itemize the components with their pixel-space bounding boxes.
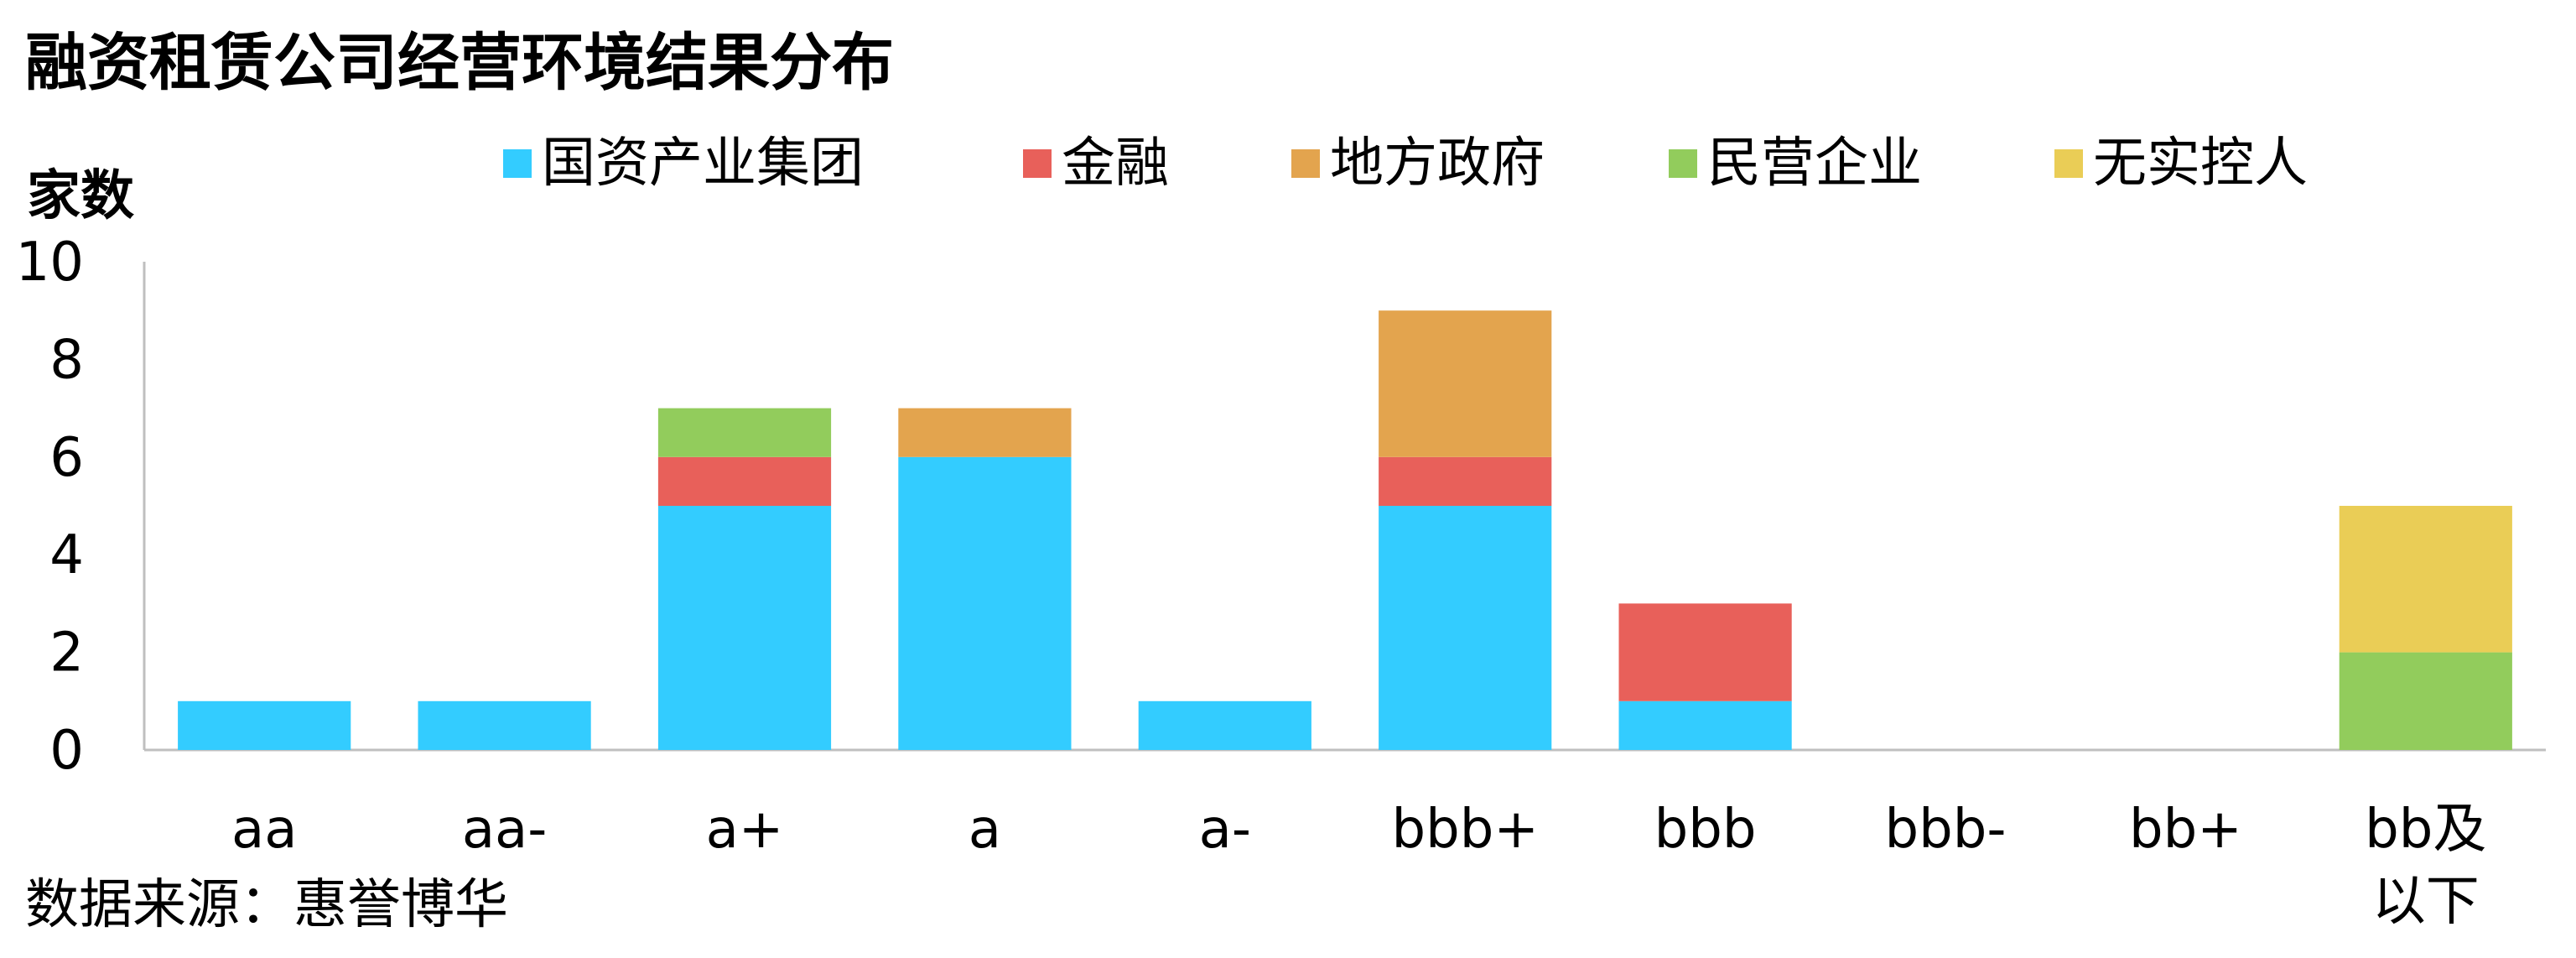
bar-segment-aa--国资产业集团 xyxy=(418,700,591,750)
x-tick-label: a+ xyxy=(706,799,784,861)
x-tick-label: bbb+ xyxy=(1391,799,1539,861)
legend-label: 民营企业 xyxy=(1707,133,1922,195)
y-tick-label: 0 xyxy=(49,720,84,782)
legend-swatch-金融 xyxy=(1023,149,1052,178)
y-axis-label: 家数 xyxy=(27,165,134,227)
chart-title: 融资租赁公司经营环境结果分布 xyxy=(25,27,894,99)
bar-segment-bbb+-地方政府 xyxy=(1379,310,1552,457)
y-tick-label: 6 xyxy=(49,427,84,489)
x-tick-label: bb及以下 xyxy=(2365,799,2486,933)
y-tick-label: 10 xyxy=(16,232,84,294)
bar-segment-a--国资产业集团 xyxy=(1138,700,1311,750)
bar-segment-bb及以下-民营企业 xyxy=(2339,652,2512,750)
legend-swatch-地方政府 xyxy=(1291,149,1320,178)
bar-segment-a+-国资产业集团 xyxy=(657,506,832,750)
x-tick-label: aa- xyxy=(462,799,548,861)
legend-label: 地方政府 xyxy=(1330,133,1545,195)
bar-segment-aa-国资产业集团 xyxy=(178,700,351,750)
x-axis-tick-labels: aa aa-a+ a a-bbb+ bbb bbb-bb+ bb及以下 xyxy=(231,799,2486,933)
legend-swatch-无实控人 xyxy=(2054,149,2083,178)
legend-swatch-国资产业集团 xyxy=(503,149,532,178)
bar-segment-a-国资产业集团 xyxy=(898,456,1072,750)
y-tick-label: 8 xyxy=(49,329,84,391)
x-tick-label: bb+ xyxy=(2129,799,2242,861)
legend: 国资产业集团 金融 地方政府 民营企业 无实控人 xyxy=(503,133,2308,195)
bar-segment-bbb-国资产业集团 xyxy=(1618,700,1792,750)
y-tick-label: 2 xyxy=(49,622,84,685)
bar-segment-bbb+-金融 xyxy=(1379,456,1552,506)
y-tick-label: 4 xyxy=(49,524,84,586)
legend-label: 金融 xyxy=(1062,133,1169,195)
x-tick-label: bbb- xyxy=(1885,799,2007,861)
bar-segment-a+-金融 xyxy=(657,456,832,506)
x-tick-label: aa xyxy=(231,799,297,861)
axes: 0 2 4 6 8 10 xyxy=(16,232,2546,782)
legend-label: 无实控人 xyxy=(2093,133,2308,195)
source-note: 数据来源：惠誉博华 xyxy=(25,874,508,936)
legend-label: 国资产业集团 xyxy=(542,133,864,195)
bar-segment-a-地方政府 xyxy=(898,408,1072,457)
bar-segment-bb及以下-无实控人 xyxy=(2339,506,2512,653)
x-tick-label: bbb xyxy=(1654,799,1757,861)
x-tick-label: a- xyxy=(1199,799,1251,861)
bar-segment-a+-民营企业 xyxy=(657,408,832,457)
bar-segment-bbb-金融 xyxy=(1618,603,1792,701)
bars xyxy=(178,310,2512,750)
legend-swatch-民营企业 xyxy=(1669,149,1697,178)
bar-segment-bbb+-国资产业集团 xyxy=(1379,506,1552,750)
x-tick-label: a xyxy=(969,799,1001,861)
